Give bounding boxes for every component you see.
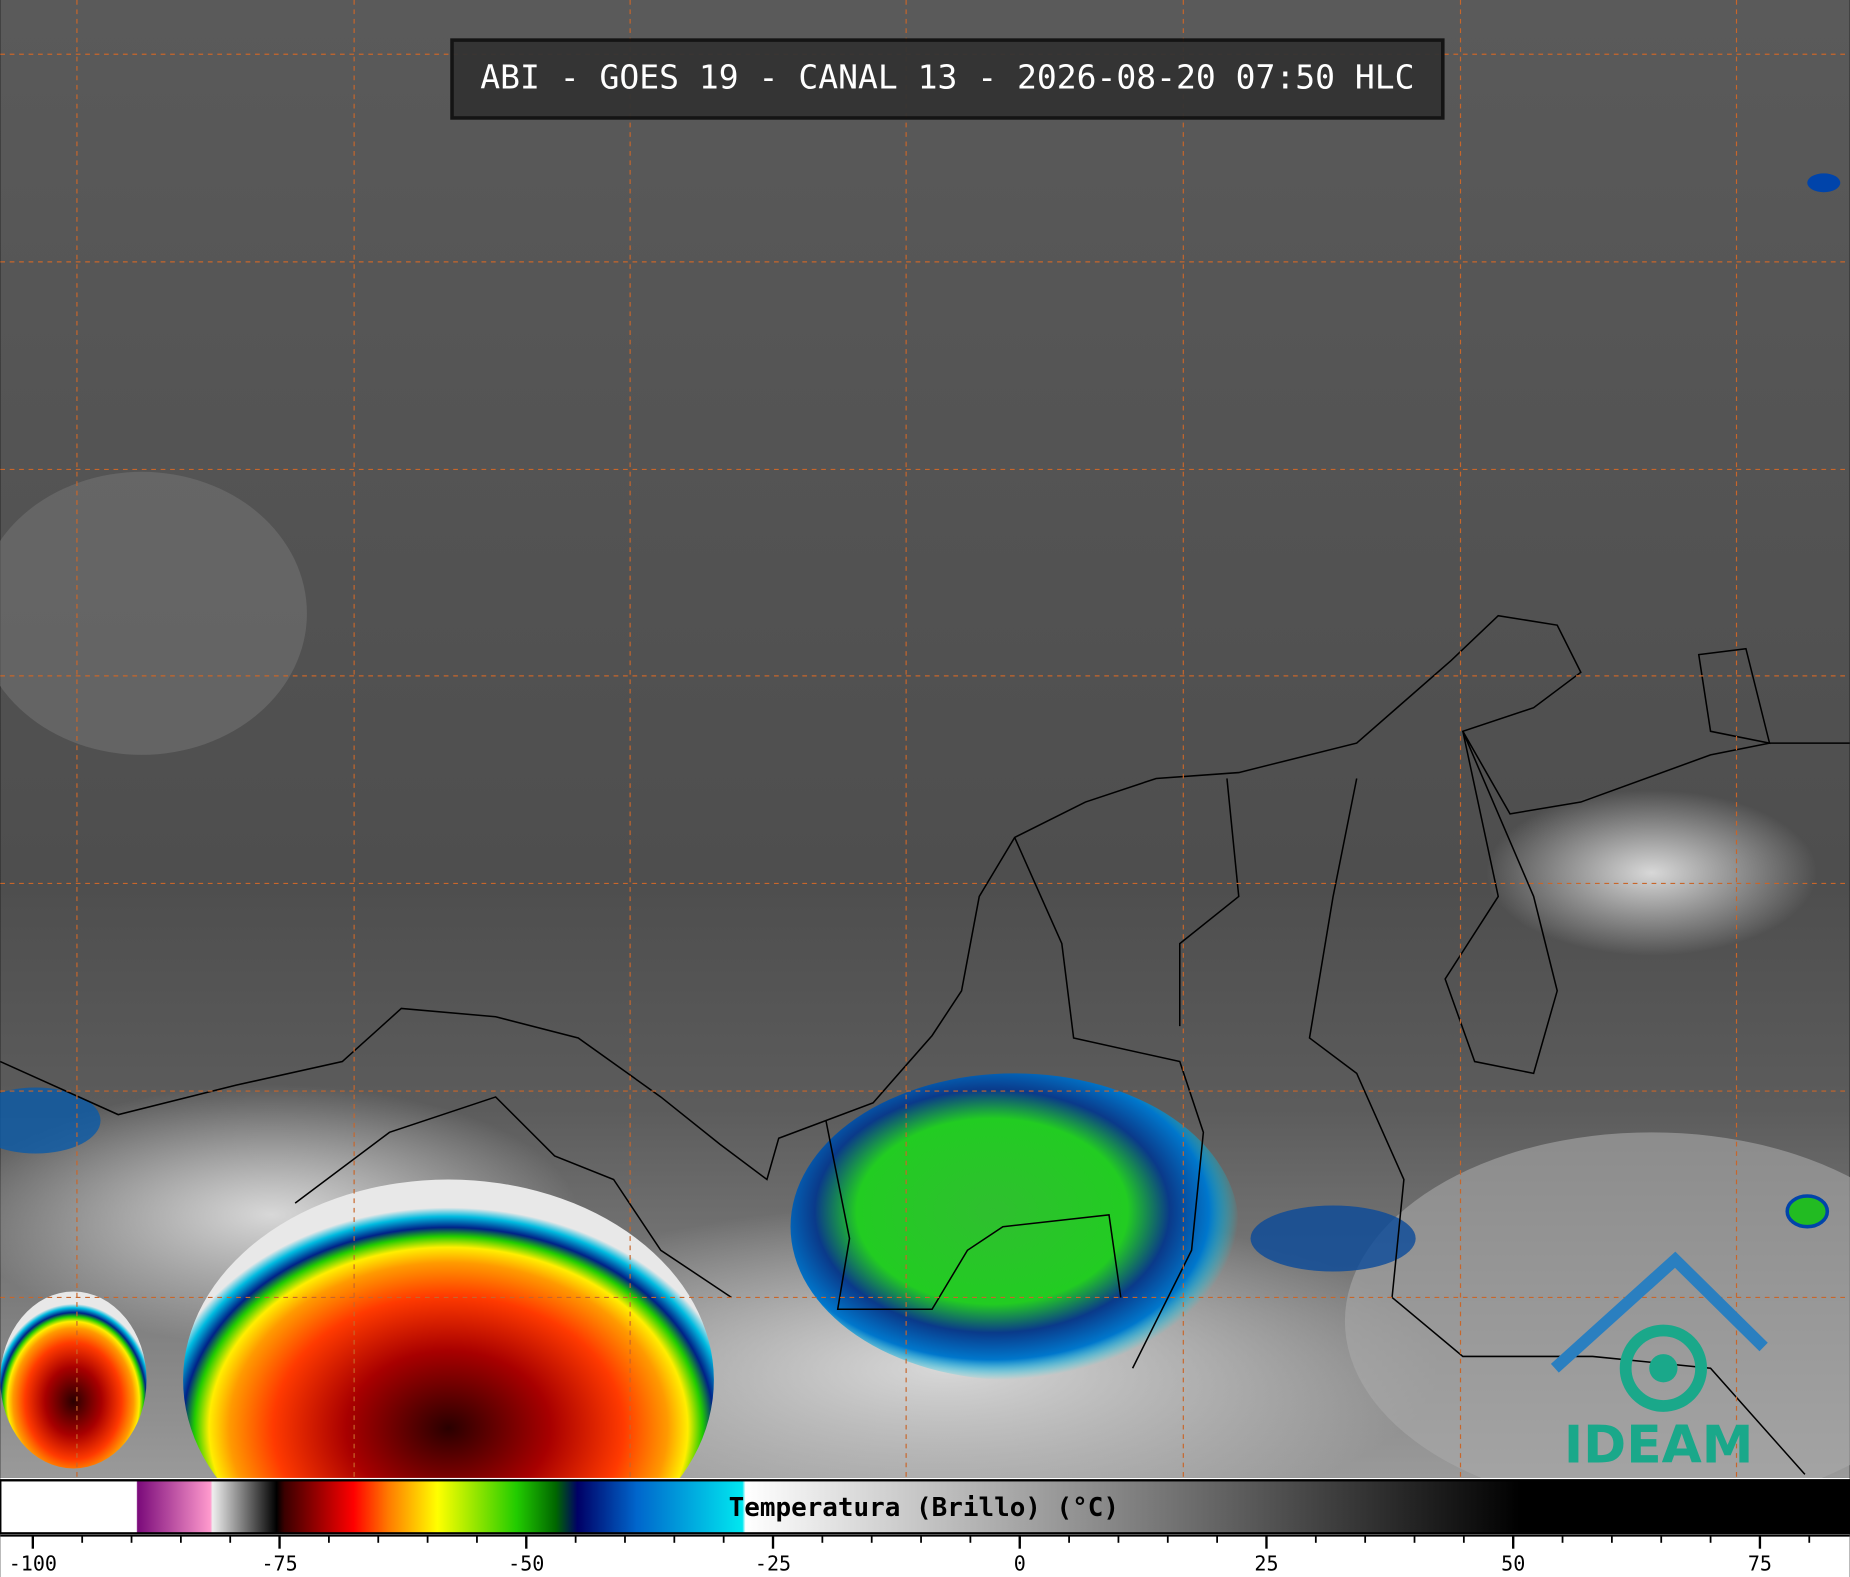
tick-label: -100 bbox=[9, 1552, 57, 1576]
convective-cell bbox=[0, 1291, 147, 1469]
colorbar-label: Temperatura (Brillo) (°C) bbox=[729, 1493, 1119, 1523]
logo-swirl bbox=[1619, 1324, 1708, 1412]
coast bbox=[294, 1096, 732, 1299]
logo-eye bbox=[1649, 1354, 1678, 1383]
convective-cell bbox=[790, 1073, 1239, 1381]
tick-label: -75 bbox=[261, 1552, 297, 1576]
title: ABI - GOES 19 - CANAL 13 - 2026-08-20 07… bbox=[480, 58, 1414, 97]
tick-label: -25 bbox=[755, 1552, 791, 1576]
convective-cell bbox=[1785, 1194, 1830, 1229]
tick-label: 0 bbox=[1014, 1552, 1026, 1576]
tick-label: 25 bbox=[1254, 1552, 1278, 1576]
graticule bbox=[0, 0, 1850, 1478]
border bbox=[1179, 778, 1240, 1027]
lake bbox=[1444, 730, 1559, 1075]
logo: IDEAM bbox=[1550, 1251, 1768, 1475]
colorbar-bar bbox=[0, 1479, 1850, 1535]
title-box bbox=[450, 38, 1445, 120]
colorbar: Temperatura (Brillo) (°C) -100 -75 -50 -25 0 2… bbox=[0, 1477, 1850, 1577]
convective-cell bbox=[1250, 1205, 1416, 1272]
logo-roof bbox=[1550, 1251, 1768, 1373]
convective-cell bbox=[183, 1179, 714, 1577]
cloud bbox=[1486, 790, 1817, 956]
tick-label: -50 bbox=[508, 1552, 544, 1576]
border bbox=[1013, 837, 1205, 1369]
border bbox=[825, 1120, 1122, 1311]
convective-cell bbox=[0, 1087, 101, 1154]
convective-cell bbox=[1807, 173, 1841, 193]
cloud bbox=[1344, 1132, 1850, 1510]
tick-label: 75 bbox=[1748, 1552, 1772, 1576]
logo-text: IDEAM bbox=[1564, 1415, 1754, 1475]
coast bbox=[1697, 647, 1771, 745]
tick-label: 50 bbox=[1501, 1552, 1525, 1576]
